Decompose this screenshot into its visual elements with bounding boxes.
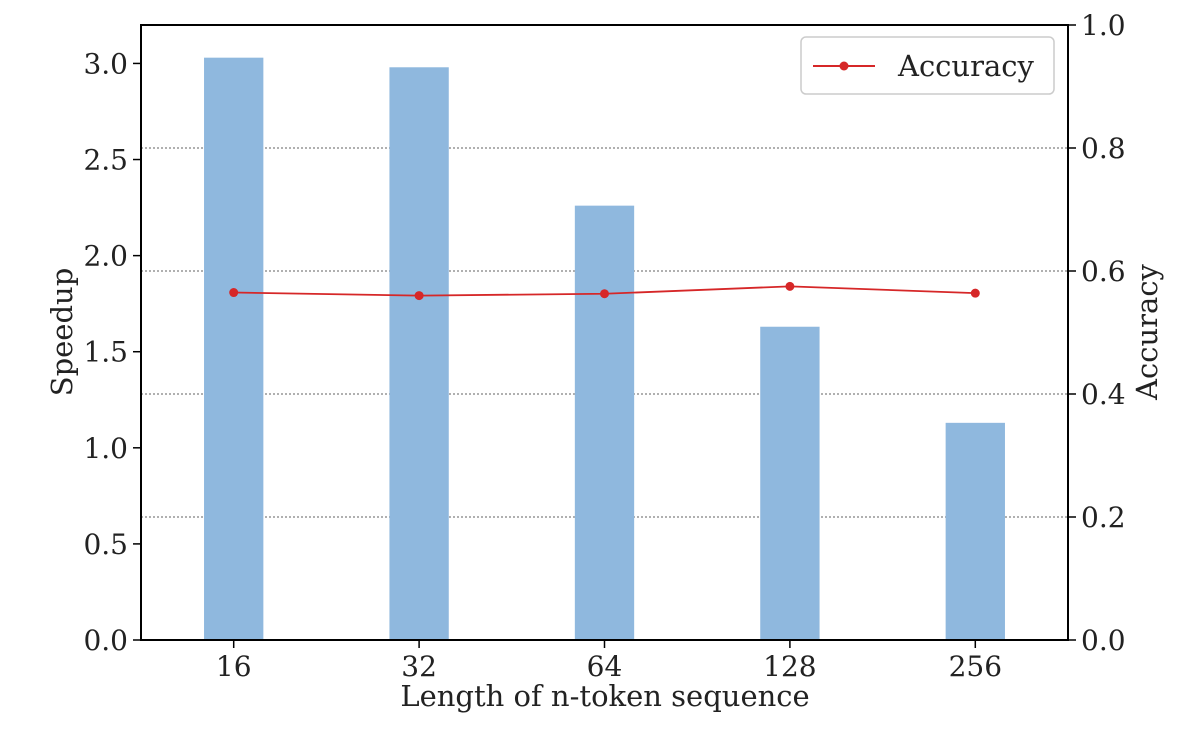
bar-64 [574,205,635,640]
left-tick-label-2: 1.0 [83,432,128,465]
x-tick-label-64: 64 [587,650,623,683]
left-tick-label-6: 3.0 [83,47,128,80]
right-tick-label-3: 0.6 [1081,255,1126,288]
bar-16 [204,57,264,640]
bar-128 [760,326,820,640]
x-tick-label-32: 32 [401,650,437,683]
left-y-axis: 0.0 0.5 1.0 1.5 2.0 2.5 3.0 [83,47,141,657]
accuracy-series [229,281,980,301]
right-tick-label-0: 0.0 [1081,624,1126,657]
x-axis-label: Length of n-token sequence [400,679,809,713]
accuracy-point-256 [970,288,980,298]
left-tick-label-4: 2.0 [83,240,128,273]
left-y-axis-label: Speedup [45,268,79,397]
accuracy-point-16 [229,288,239,298]
legend-marker-swatch [839,61,849,71]
left-tick-label-5: 2.5 [83,144,128,177]
legend-box [800,36,1055,95]
x-axis: 16 32 64 128 256 [216,640,1002,683]
accuracy-point-64 [600,289,609,299]
left-tick-label-3: 1.5 [83,336,128,369]
legend-label-accuracy: Accuracy [897,49,1034,83]
legend: Accuracy [800,36,1055,95]
bar-32 [389,67,449,640]
x-tick-label-16: 16 [216,650,252,683]
accuracy-point-128 [785,281,795,291]
grid-lines [141,147,1068,518]
right-tick-label-2: 0.4 [1081,378,1126,411]
x-tick-label-256: 256 [949,650,1002,683]
right-tick-label-5: 1.0 [1081,9,1126,42]
bar-256 [945,422,1005,640]
left-tick-label-1: 0.5 [83,528,128,561]
left-tick-label-0: 0.0 [83,624,128,657]
accuracy-point-32 [414,291,424,301]
right-tick-label-1: 0.2 [1081,501,1126,534]
right-y-axis-label: Accuracy [1130,263,1164,400]
right-y-axis: 0.0 0.2 0.4 0.6 0.8 1.0 [1068,9,1126,657]
right-tick-label-4: 0.8 [1081,132,1126,165]
bar-series [204,57,1005,640]
x-tick-label-128: 128 [763,650,816,683]
